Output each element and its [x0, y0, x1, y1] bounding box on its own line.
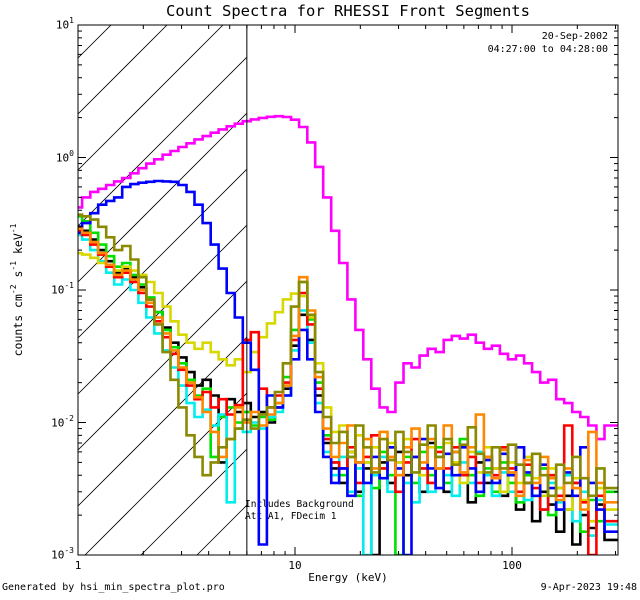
plot-title: Count Spectra for RHESSI Front Segments — [166, 2, 530, 20]
annotation-attenuator-state: Att A1, FDecim 1 — [245, 511, 337, 522]
annotation-includes-background: Includes Background — [245, 499, 354, 510]
spectra-series-group — [78, 114, 618, 555]
series-curve-5F — [78, 251, 618, 523]
y-tick-label-1e0: 100 — [55, 148, 74, 165]
generator-credit: Generated by hsi_min_spectra_plot.pro — [2, 582, 225, 593]
x-tick-label-100: 100 — [502, 559, 522, 572]
series-curve-3F — [78, 215, 618, 555]
render-timestamp: 9-Apr-2023 19:48 — [540, 582, 637, 593]
y-tick-label-1e-2: 10-2 — [51, 413, 74, 430]
series-curve-2F — [78, 114, 618, 441]
axes-frame — [77, 24, 619, 556]
y-tick-label-1e-1: 10-1 — [51, 281, 74, 297]
series-curve-8F — [78, 227, 618, 511]
series-curve-7F — [78, 179, 618, 555]
x-tick-label-1: 1 — [74, 559, 82, 572]
series-curve-1F — [78, 225, 618, 555]
series-curve-9F — [78, 213, 618, 498]
y-tick-label-1e-3: 10-3 — [51, 546, 74, 562]
x-axis-label: Energy (keV) — [308, 571, 388, 584]
observation-date: 20-Sep-2002 — [541, 31, 608, 42]
y-tick-label-1e1: 101 — [55, 16, 74, 32]
observation-time-range: 04:27:00 to 04:28:00 — [487, 44, 608, 55]
x-tick-label-10: 10 — [288, 559, 302, 572]
